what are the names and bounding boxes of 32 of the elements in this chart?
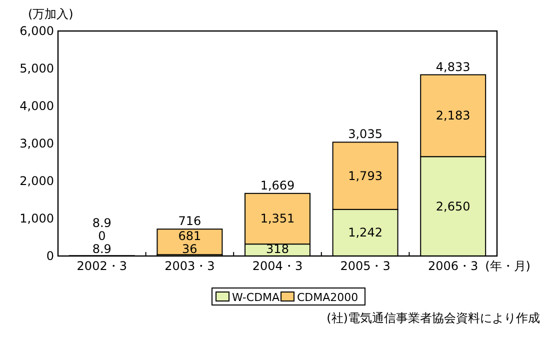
y-tick-label: 1,000 — [20, 212, 54, 226]
x-tick-label: 2003・3 — [164, 259, 215, 273]
total-label: 716 — [178, 214, 202, 228]
data-label: 2,650 — [436, 199, 470, 214]
legend-label: CDMA2000 — [297, 291, 358, 304]
y-tick-label: 3,000 — [20, 136, 54, 150]
data-label: 1,242 — [348, 226, 382, 240]
y-tick-label: 5,000 — [20, 62, 54, 76]
data-label: 1,793 — [348, 168, 382, 183]
legend-label: W-CDMA — [232, 291, 280, 304]
data-label: 36 — [182, 242, 198, 256]
text: (社)電気通信事業者協会資料により作成 — [326, 311, 540, 325]
data-label: 1,351 — [260, 212, 295, 226]
x-tick-label: 2005・3 — [340, 259, 390, 273]
x-axis-title: (年・月) — [485, 259, 530, 273]
y-tick-label: 2,000 — [20, 174, 54, 188]
x-tick-label: 2006・3 — [428, 259, 478, 273]
x-tick-label: 2004・3 — [252, 259, 303, 273]
y-tick-label: 4,000 — [20, 99, 54, 113]
data-label: 8.9 — [92, 216, 112, 230]
data-label: 2,183 — [436, 108, 470, 123]
data-label: 318 — [266, 242, 289, 256]
total-label: 8.9 — [92, 242, 112, 256]
total-label: 3,035 — [348, 127, 382, 142]
x-tick-label: 2002・3 — [76, 259, 127, 273]
y-tick-label: 6,000 — [20, 24, 54, 38]
y-tick-label: 0 — [46, 249, 54, 263]
data-label: 681 — [178, 229, 202, 243]
total-label: 1,669 — [260, 178, 295, 192]
y-axis-title: (万加入) — [28, 7, 74, 21]
data-label: 0 — [98, 229, 106, 243]
total-label: 4,833 — [436, 60, 470, 74]
